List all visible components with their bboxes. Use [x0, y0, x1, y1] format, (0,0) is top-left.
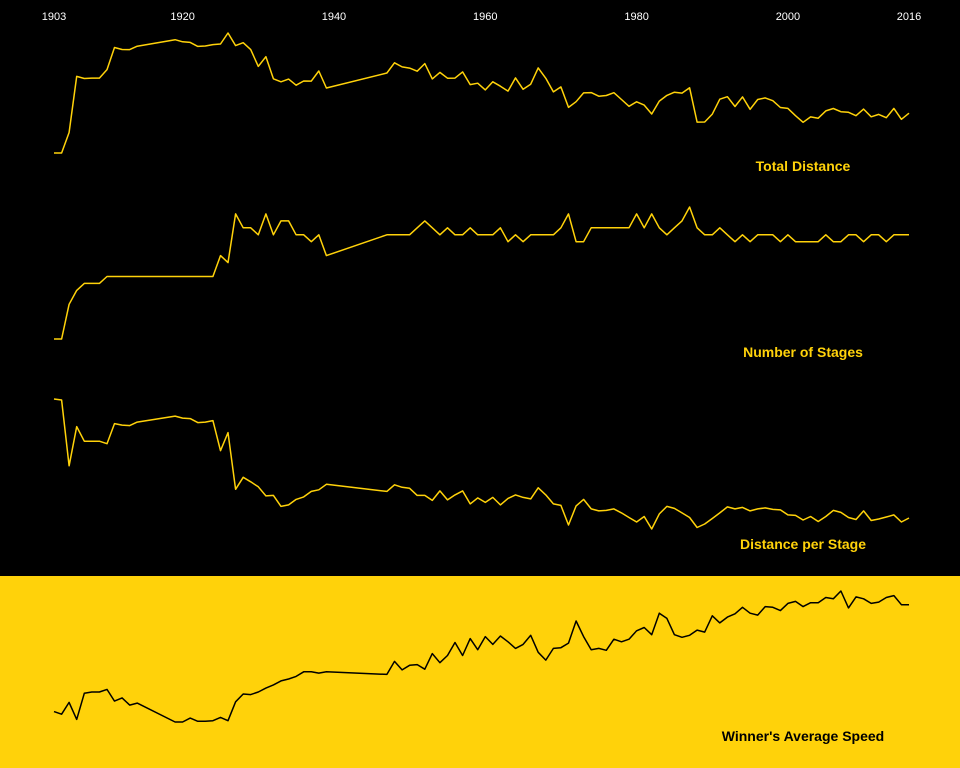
x-tick-label-2016: 2016 [897, 11, 921, 23]
x-tick-label-1920: 1920 [170, 11, 194, 23]
x-tick-label-1940: 1940 [322, 11, 346, 23]
series-label-number-of-stages: Number of Stages [743, 344, 863, 360]
series-line-distance-per-stage [53, 398, 910, 530]
highlight-panel-background [0, 576, 960, 768]
series-labels: Total Distance Number of Stages Distance p… [722, 158, 884, 744]
series-label-winner-s-average-speed: Winner's Average Speed [722, 728, 884, 744]
x-axis-ticks: 1903 1920 1940 1960 1980 2000 2016 [42, 11, 921, 23]
series-line-winner-s-average-speed [53, 590, 909, 723]
series-lines [53, 32, 910, 723]
series-label-total-distance: Total Distance [756, 158, 851, 174]
series-line-total-distance [54, 32, 910, 154]
series-label-distance-per-stage: Distance per Stage [740, 536, 866, 552]
x-tick-label-1980: 1980 [624, 11, 648, 23]
x-tick-label-2000: 2000 [776, 11, 800, 23]
x-tick-label-1903: 1903 [42, 11, 66, 23]
x-tick-label-1960: 1960 [473, 11, 497, 23]
series-line-number-of-stages [54, 206, 909, 340]
